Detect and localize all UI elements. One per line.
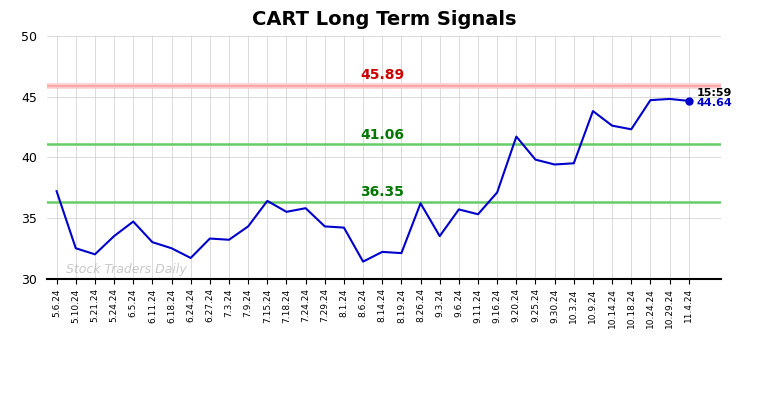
Text: 44.64: 44.64 (696, 98, 732, 108)
Text: 45.89: 45.89 (360, 68, 405, 82)
Text: 41.06: 41.06 (360, 128, 405, 142)
Text: 15:59: 15:59 (696, 88, 731, 98)
Title: CART Long Term Signals: CART Long Term Signals (252, 10, 517, 29)
Text: Stock Traders Daily: Stock Traders Daily (66, 263, 187, 276)
Text: 36.35: 36.35 (361, 185, 405, 199)
